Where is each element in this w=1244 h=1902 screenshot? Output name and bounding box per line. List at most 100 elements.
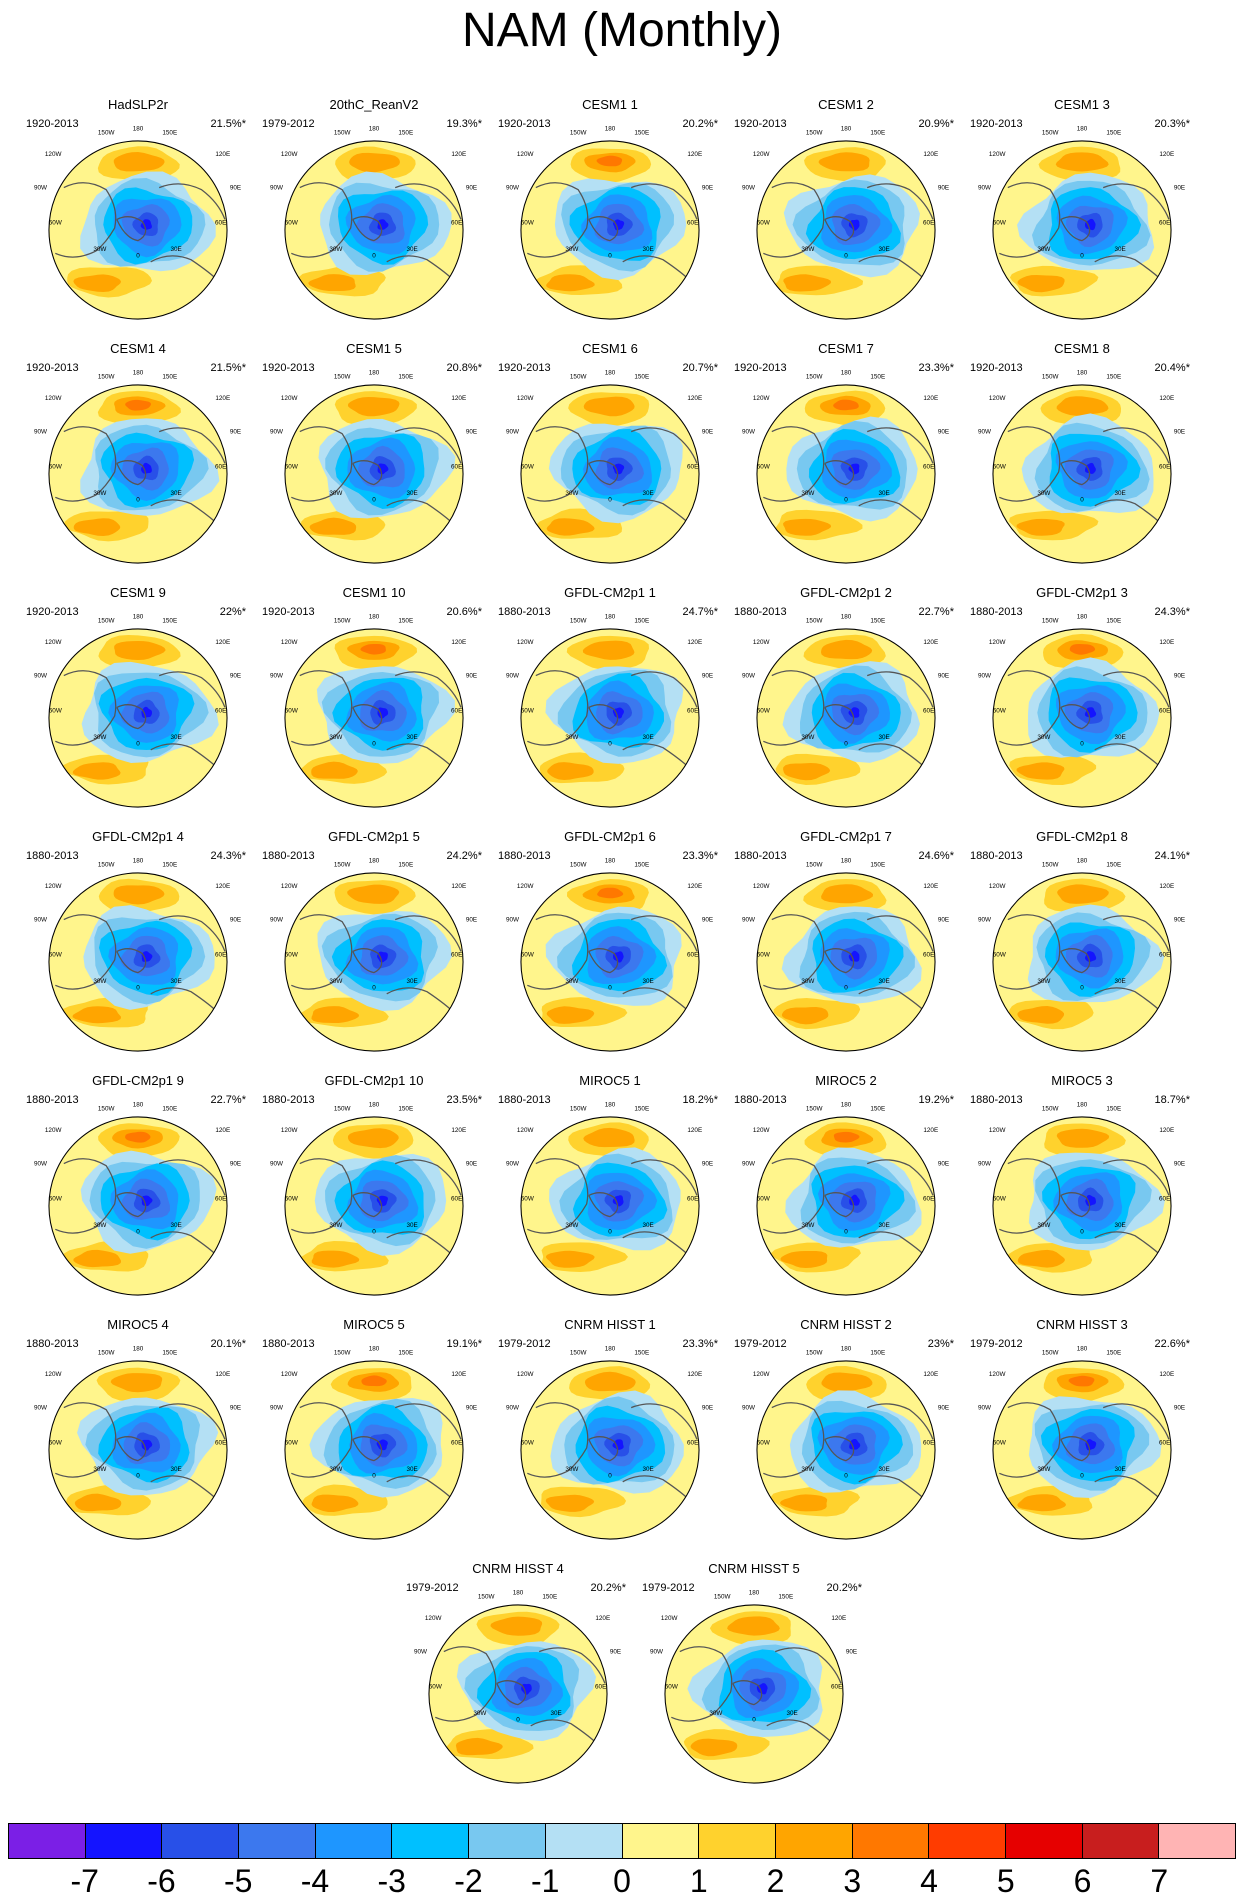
longitude-label: 30E: [171, 978, 182, 985]
map-panel: GFDL-CM2p1 7 1880-2013 24.6%* 180 150W 150E 12…: [728, 830, 964, 1070]
longitude-label: 150E: [634, 1106, 649, 1113]
longitude-label: 60E: [1159, 708, 1170, 715]
longitude-label: 120E: [687, 1371, 702, 1378]
longitude-label: 150E: [162, 862, 177, 869]
longitude-label: 30E: [551, 1710, 562, 1717]
longitude-label: 60E: [451, 708, 462, 715]
panel-variance: 20.1%*: [210, 1338, 246, 1350]
longitude-label: 90W: [742, 1405, 755, 1412]
longitude-label: 60E: [1159, 952, 1170, 959]
longitude-label: 120W: [753, 883, 770, 890]
polar-map: 180 150W 150E 120W 120E 90W 90E 60W 60E 30W 30E 0: [34, 1345, 241, 1540]
longitude-label: 60W: [521, 464, 534, 471]
longitude-label: 60E: [923, 1196, 934, 1203]
longitude-label: 90W: [742, 185, 755, 192]
panel-grid: HadSLP2r 1920-2013 21.5%* 180 150W 150E 120W 12…: [20, 98, 1200, 1784]
longitude-label: 90W: [34, 1161, 47, 1168]
longitude-label: 90E: [846, 1649, 857, 1656]
longitude-label: 150E: [398, 618, 413, 625]
longitude-label: 180: [841, 1101, 852, 1108]
longitude-label: 120W: [989, 639, 1006, 646]
longitude-label: 60E: [923, 464, 934, 471]
panel-period: 1920-2013: [262, 362, 315, 374]
longitude-label: 60W: [521, 1440, 534, 1447]
panel-period: 1880-2013: [26, 1094, 79, 1106]
panel-variance: 19.2%*: [918, 1094, 954, 1106]
longitude-label: 180: [133, 125, 144, 132]
longitude-label: 120W: [753, 1127, 770, 1134]
panel-title: CESM1 9: [110, 585, 166, 600]
colorbar-tick-label: -6: [147, 1863, 176, 1899]
longitude-label: 150E: [162, 374, 177, 381]
polar-map: 180 150W 150E 120W 120E 90W 90E 60W 60E 30W 30E 0: [742, 1345, 949, 1540]
polar-map: 180 150W 150E 120W 120E 90W 90E 60W 60E 30W 30E 0: [270, 613, 477, 808]
longitude-label: 90E: [230, 1161, 241, 1168]
longitude-label: 180: [1077, 1345, 1088, 1352]
longitude-label: 30E: [879, 490, 890, 497]
longitude-label: 150W: [1042, 618, 1059, 625]
longitude-label: 0: [372, 497, 376, 504]
longitude-label: 120W: [281, 639, 298, 646]
longitude-label: 90W: [414, 1649, 427, 1656]
longitude-label: 60E: [923, 220, 934, 227]
longitude-label: 0: [1080, 253, 1084, 260]
longitude-label: 60E: [1159, 1440, 1170, 1447]
longitude-label: 60W: [49, 952, 62, 959]
map-panel: CESM1 10 1920-2013 20.6%* 180 150W 150E 120W 12…: [256, 586, 492, 826]
longitude-label: 90W: [34, 673, 47, 680]
longitude-label: 150W: [806, 862, 823, 869]
longitude-label: 60W: [49, 1440, 62, 1447]
longitude-label: 90W: [34, 185, 47, 192]
longitude-label: 150E: [1106, 1350, 1121, 1357]
panel-variance: 23.3%*: [682, 1338, 718, 1350]
panel-period: 1920-2013: [970, 362, 1023, 374]
longitude-label: 30E: [1115, 246, 1126, 253]
longitude-label: 60E: [687, 464, 698, 471]
longitude-label: 180: [1077, 857, 1088, 864]
map-panel: CNRM HISST 1 1979-2012 23.3%* 180 150W 150E 12…: [492, 1318, 728, 1558]
longitude-label: 180: [605, 1101, 616, 1108]
map-panel: 20thC_ReanV2 1979-2012 19.3%* 180 150W 150E 12…: [256, 98, 492, 338]
longitude-label: 120E: [215, 151, 230, 158]
map-panel: CESM1 9 1920-2013 22%* 180 150W 150E 120W 120E 9…: [20, 586, 256, 826]
longitude-label: 30W: [93, 490, 106, 497]
colorbar-tick-label: -1: [531, 1863, 560, 1899]
longitude-label: 30W: [1037, 1466, 1050, 1473]
longitude-label: 60E: [215, 708, 226, 715]
longitude-label: 180: [749, 1589, 760, 1596]
map-panel: GFDL-CM2p1 5 1880-2013 24.2%* 180 150W 150E 12…: [256, 830, 492, 1070]
map-panel: MIROC5 3 1880-2013 18.7%* 180 150W 150E 120W 12…: [964, 1074, 1200, 1314]
longitude-label: 150W: [1042, 130, 1059, 137]
colorbar-box: [699, 1824, 776, 1858]
longitude-label: 120W: [281, 151, 298, 158]
longitude-label: 30E: [171, 734, 182, 741]
longitude-label: 180: [1077, 613, 1088, 620]
colorbar-tick-label: -4: [300, 1863, 330, 1899]
panel-title: CESM1 5: [346, 341, 402, 356]
colorbar-box: [1005, 1824, 1083, 1858]
panel-period: 1880-2013: [970, 850, 1023, 862]
longitude-label: 30W: [709, 1710, 722, 1717]
longitude-label: 90W: [650, 1649, 663, 1656]
longitude-label: 90E: [230, 429, 241, 436]
panel-period: 1979-2012: [498, 1338, 551, 1350]
panel-title: GFDL-CM2p1 10: [324, 1073, 424, 1088]
longitude-label: 30W: [93, 1222, 106, 1229]
panel-title: GFDL-CM2p1 6: [564, 829, 656, 844]
longitude-label: 150W: [570, 130, 587, 137]
polar-map: 180 150W 150E 120W 120E 90W 90E 60W 60E 30W 30E 0: [978, 125, 1185, 320]
longitude-label: 60W: [993, 708, 1006, 715]
longitude-label: 150E: [634, 1350, 649, 1357]
longitude-label: 180: [513, 1589, 524, 1596]
colorbar-box: [315, 1824, 393, 1858]
longitude-label: 150E: [634, 862, 649, 869]
map-panel: CESM1 3 1920-2013 20.3%* 180 150W 150E 120W 120…: [964, 98, 1200, 338]
colorbar-box: [622, 1824, 700, 1858]
panel-title: CESM1 6: [582, 341, 638, 356]
longitude-label: 180: [369, 1345, 380, 1352]
longitude-label: 60W: [285, 1196, 298, 1203]
colorbar-box: [775, 1824, 853, 1858]
longitude-label: 60W: [993, 1196, 1006, 1203]
longitude-label: 120W: [45, 639, 62, 646]
panel-title: GFDL-CM2p1 5: [328, 829, 420, 844]
